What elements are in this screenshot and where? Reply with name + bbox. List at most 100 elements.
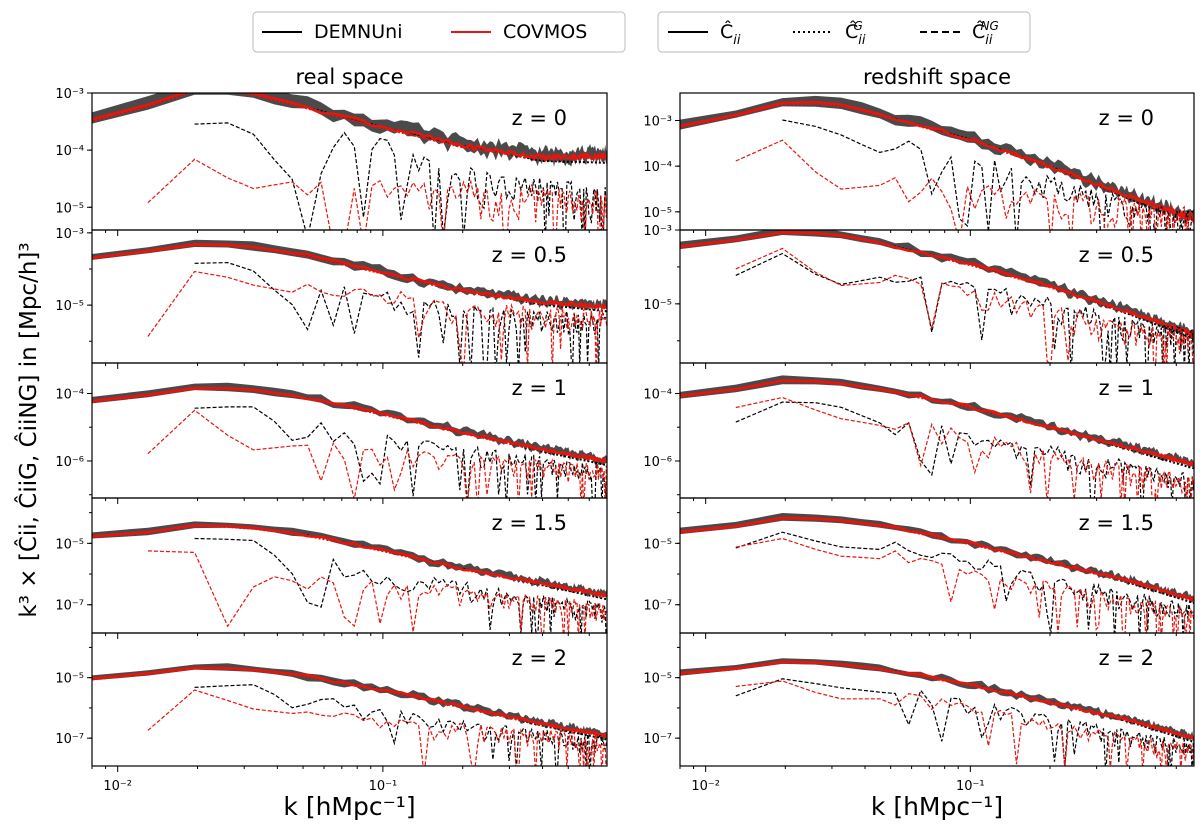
legend-label-3: ĈiiG <box>845 19 866 48</box>
demnuni-gaussian-line <box>680 231 1194 340</box>
plot-area <box>92 663 607 766</box>
panel-1-1: 10⁻³ 10⁻⁵ z = 0.5 <box>643 224 1195 369</box>
redshift-label: z = 0.5 <box>492 243 567 267</box>
demnuni-total-band <box>92 663 607 741</box>
covmos-gaussian-line <box>680 102 1194 222</box>
y-tick-label: 10⁻³ <box>643 114 672 129</box>
y-tick-label: 10⁻⁴ <box>55 144 84 159</box>
y-tick-label: 10⁻³ <box>55 227 84 242</box>
legend: DEMNUni COVMOS Ĉii ĈiiG ĈiiNG <box>252 11 1031 53</box>
covmos-nongaussian-line <box>147 409 607 498</box>
covmos-nongaussian-line <box>735 247 1194 363</box>
panel-0-4: 10⁻⁵ 10⁻⁷ z = 2 <box>55 632 608 772</box>
panel-frame <box>91 632 608 767</box>
covmos-gaussian-line <box>680 661 1194 741</box>
x-axis-label-right: k [hMpc⁻¹] <box>871 792 1003 821</box>
demnuni-gaussian-line <box>92 524 607 601</box>
y-tick-label: 10⁻⁴ <box>643 387 672 402</box>
demnuni-total-band <box>92 382 607 466</box>
covmos-total-line <box>92 666 607 739</box>
panel-1-2: 10⁻⁴ 10⁻⁶ z = 1 <box>643 362 1195 504</box>
covmos-total-line <box>680 516 1194 602</box>
y-tick-label: 10⁻⁵ <box>643 298 672 313</box>
covmos-gaussian-line <box>92 387 607 463</box>
plot-area <box>680 230 1194 363</box>
y-tick-label: 10⁻⁵ <box>55 299 84 314</box>
plot-area <box>92 239 607 363</box>
y-tick-label: 10⁻⁵ <box>55 672 84 687</box>
x-tick-label: 10⁻² <box>103 779 132 794</box>
y-tick-label: 10⁻⁵ <box>643 672 672 687</box>
y-tick-label: 10⁻⁴ <box>643 160 672 175</box>
demnuni-nongaussian-line <box>735 531 1194 633</box>
legend-label-0: DEMNUni <box>314 21 402 43</box>
panel-1-0: 10⁻³ 10⁻⁴ 10⁻⁵ z = 0 <box>643 92 1195 236</box>
redshift-label: z = 1.5 <box>492 511 567 535</box>
panel-0-0: 10⁻³ 10⁻⁴ 10⁻⁵ z = 0 <box>55 87 608 236</box>
demnuni-nongaussian-line <box>735 678 1194 766</box>
plot-area <box>680 513 1194 633</box>
redshift-label: z = 1.5 <box>1079 511 1154 535</box>
plot-area <box>92 382 607 498</box>
demnuni-total-band <box>92 93 607 167</box>
covmos-nongaussian-line <box>147 550 607 633</box>
demnuni-nongaussian-line <box>735 252 1194 363</box>
y-tick-label: 10⁻⁵ <box>55 201 84 216</box>
covmos-gaussian-line <box>680 517 1194 602</box>
y-tick-label: 10⁻⁷ <box>643 599 672 614</box>
panel-frame <box>679 632 1195 767</box>
demnuni-nongaussian-line <box>735 401 1194 498</box>
covmos-nongaussian-line <box>147 689 607 766</box>
covmos-gaussian-line <box>92 244 607 309</box>
panel-1-4: 10⁻⁵ 10⁻⁷ z = 2 <box>643 632 1195 772</box>
redshift-label: z = 1 <box>1099 376 1154 400</box>
panel-1-3: 10⁻⁵ 10⁻⁷ z = 1.5 <box>643 497 1195 639</box>
demnuni-nongaussian-line <box>194 684 607 766</box>
plot-area <box>92 93 607 230</box>
covmos-total-line <box>92 93 607 163</box>
covmos-total-line <box>680 230 1194 340</box>
legend-label-1: COVMOS <box>503 21 587 43</box>
covmos-gaussian-line <box>680 380 1194 467</box>
plot-area <box>92 521 607 633</box>
y-tick-label: 10⁻⁷ <box>55 732 84 747</box>
covmos-nongaussian-line <box>735 396 1194 498</box>
column-title-1: redshift space <box>863 65 1011 89</box>
plot-area <box>680 95 1194 230</box>
redshift-label: z = 0.5 <box>1079 243 1154 267</box>
demnuni-nongaussian-line <box>194 261 607 363</box>
redshift-label: z = 0 <box>1099 106 1154 130</box>
covmos-nongaussian-line <box>735 680 1194 766</box>
redshift-label: z = 0 <box>512 106 567 130</box>
y-tick-label: 10⁻³ <box>643 224 672 239</box>
legend-box-models <box>252 11 626 53</box>
legend-label-2: Ĉii <box>720 19 741 48</box>
covmos-nongaussian-line <box>735 537 1194 633</box>
demnuni-gaussian-line <box>92 93 607 164</box>
demnuni-nongaussian-line <box>782 119 1194 230</box>
redshift-label: z = 2 <box>512 646 567 670</box>
legend-label-4: ĈiiNG <box>972 19 999 48</box>
covmos-gaussian-line <box>92 93 607 160</box>
covmos-nongaussian-line <box>147 158 607 230</box>
covmos-total-line <box>92 523 607 598</box>
covmos-nongaussian-line <box>735 139 1194 230</box>
panel-grid: real space 10⁻³ 10⁻⁴ 10⁻⁵ z = 0 10⁻³ 10⁻⁵ z = 0… <box>55 65 1195 794</box>
plot-area <box>680 375 1194 498</box>
legend-box-estimators <box>657 11 1031 53</box>
covmos-nongaussian-line <box>147 270 607 363</box>
x-axis-label-left: k [hMpc⁻¹] <box>283 792 415 821</box>
covmos-total-line <box>680 379 1194 468</box>
y-tick-label: 10⁻³ <box>55 87 84 102</box>
y-tick-label: 10⁻⁷ <box>643 732 672 747</box>
y-tick-label: 10⁻⁴ <box>55 387 84 402</box>
y-tick-label: 10⁻⁶ <box>643 455 672 470</box>
covmos-gaussian-line <box>92 525 607 598</box>
y-tick-label: 10⁻⁵ <box>643 206 672 221</box>
y-axis-label: k³ × [Ĉii, ĈiiG, ĈiiNG] in [Mpc/h]³ <box>14 242 42 617</box>
covmos-gaussian-line <box>92 667 607 738</box>
demnuni-nongaussian-line <box>194 406 607 498</box>
x-tick-label: 10⁻¹ <box>956 779 985 794</box>
x-tick-label: 10⁻² <box>691 779 720 794</box>
